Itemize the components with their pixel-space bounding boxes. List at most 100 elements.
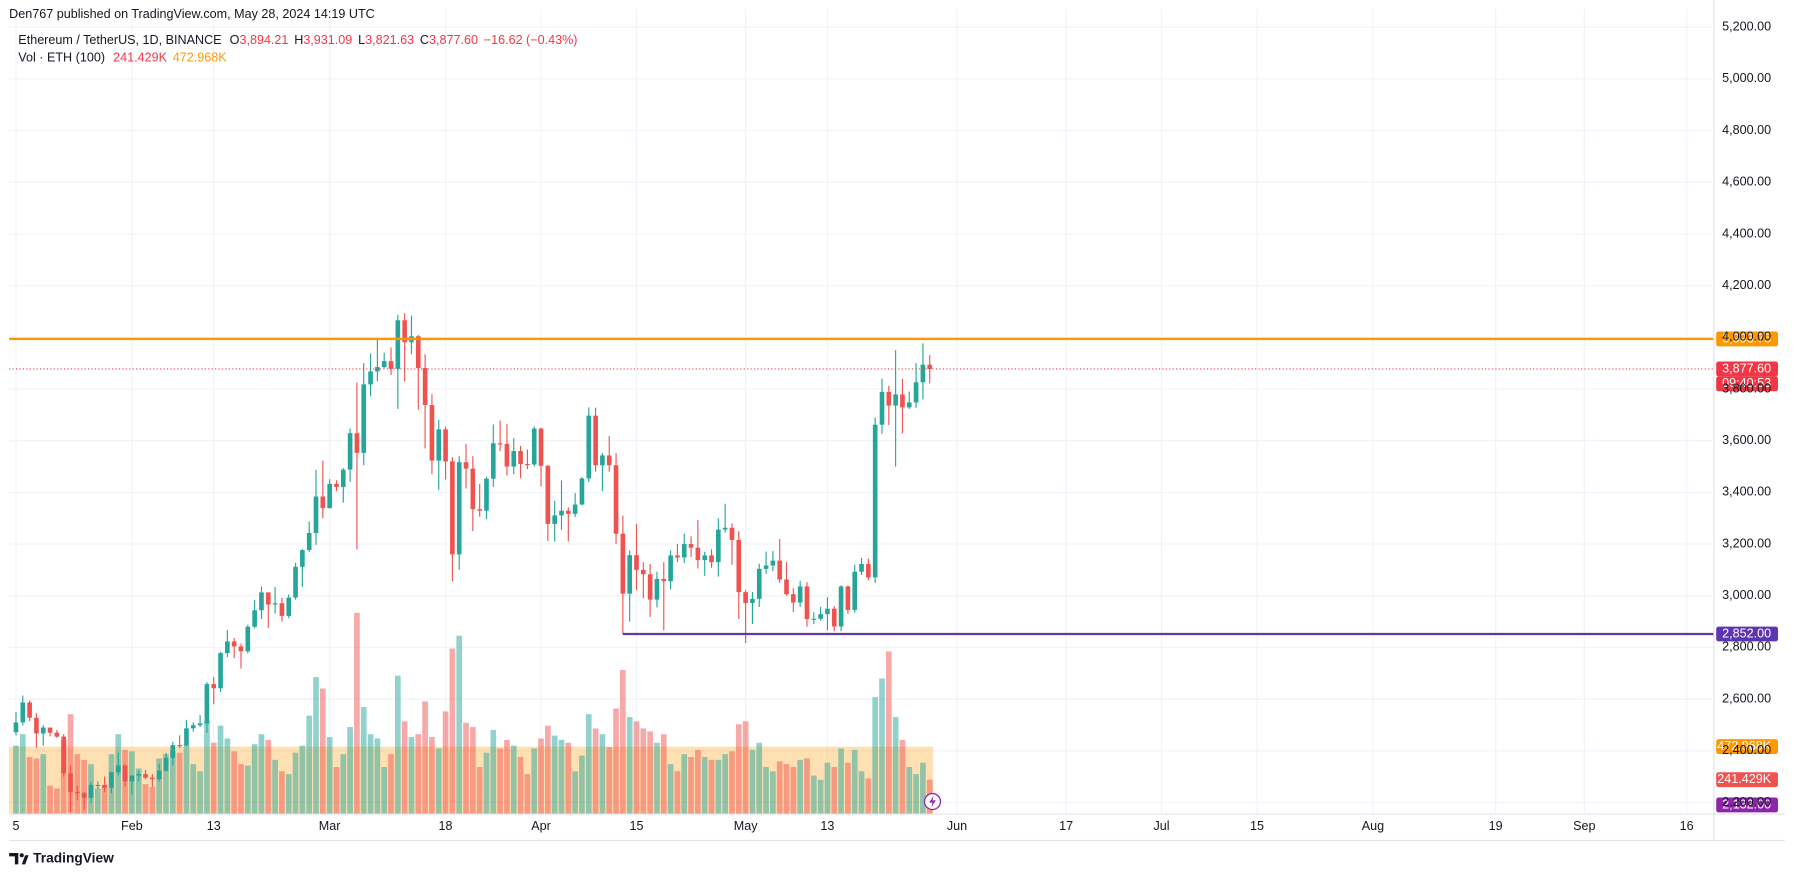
volume-bar	[60, 739, 67, 815]
h-value: 3,931.09	[303, 33, 352, 47]
volume-bar	[299, 745, 306, 815]
c-label: C	[420, 33, 429, 47]
volume-bar	[906, 767, 913, 815]
x-tick-label: Aug	[1362, 819, 1384, 833]
volume-bar	[817, 779, 824, 815]
candle-body	[456, 462, 462, 555]
candle-body	[211, 684, 217, 689]
volume-bar	[756, 742, 763, 815]
volume-bar	[210, 742, 217, 815]
candle-body	[729, 527, 735, 540]
candle-body	[136, 774, 142, 776]
y-tick-label: 2,600.00	[1722, 691, 1771, 705]
candle-body	[218, 653, 223, 689]
x-tick-label: Mar	[319, 819, 341, 833]
volume-bar	[183, 745, 190, 815]
candle-body	[600, 455, 605, 466]
candle-body	[661, 578, 667, 582]
candle-body	[300, 550, 305, 567]
candle-body	[20, 702, 26, 723]
candle-body	[102, 784, 107, 788]
volume-bar	[381, 767, 388, 815]
candle-body	[750, 598, 755, 603]
volume-bar	[40, 754, 47, 815]
candle-body	[668, 555, 673, 582]
x-tick-label: 13	[207, 819, 221, 833]
y-tick-label: 4,000.00	[1722, 330, 1771, 344]
candle-body	[361, 384, 367, 453]
change: −16.62 (−0.43%)	[484, 33, 578, 47]
volume-bar	[415, 734, 422, 815]
candle-body	[866, 563, 871, 578]
y-tick-label: 2,200.00	[1722, 795, 1771, 809]
candle-body	[900, 394, 905, 408]
logo-mark	[9, 852, 19, 865]
brand: TradingView	[33, 850, 114, 865]
event-icon-bolt	[929, 795, 936, 808]
volume-bar	[585, 714, 592, 815]
candle-body	[156, 770, 162, 780]
x-tick-label: 13	[820, 819, 834, 833]
candle-body	[415, 336, 421, 369]
volume-bar	[340, 754, 347, 815]
volume-bar	[483, 752, 490, 815]
candle-body	[593, 415, 598, 466]
candle-body	[422, 368, 428, 406]
candle-body	[681, 544, 687, 558]
volume-bar	[360, 707, 367, 815]
o-value: 3,894.21	[239, 33, 288, 47]
y-tick-label: 2,400.00	[1722, 743, 1771, 757]
x-tick-label: 18	[439, 819, 453, 833]
volume-bar	[701, 757, 708, 815]
candle-body	[40, 727, 46, 734]
volume-bar	[606, 747, 613, 815]
volume-bar	[272, 759, 278, 815]
volume-bar	[367, 734, 374, 815]
volume-bar	[681, 754, 688, 815]
candle-body	[184, 728, 189, 746]
candle-body	[279, 603, 285, 616]
candle-body	[647, 574, 653, 600]
candle-body	[395, 320, 401, 369]
x-tick-label: May	[734, 819, 758, 833]
x-tick-label: Feb	[121, 819, 143, 833]
candle-body	[879, 391, 885, 425]
candle-body	[579, 478, 585, 505]
last-volume-label: 241.429K	[1717, 772, 1771, 786]
volume-bar	[790, 767, 797, 815]
volume-bar	[913, 774, 919, 815]
volume-bar	[26, 757, 33, 815]
volume-bar	[19, 734, 26, 815]
candle-body	[368, 371, 373, 385]
candle-body	[511, 451, 517, 467]
candle-body	[565, 510, 571, 514]
candle-body	[490, 443, 496, 479]
volume-bar	[435, 748, 442, 815]
x-tick-label: 19	[1489, 819, 1503, 833]
l-value: 3,821.63	[365, 33, 414, 47]
y-tick-label: 3,600.00	[1722, 433, 1771, 447]
volume-bar	[408, 737, 415, 815]
candle-body	[763, 565, 769, 569]
volume-bar	[204, 721, 210, 815]
volume-bar	[217, 725, 224, 815]
volume-bar	[667, 764, 674, 815]
volume-bar	[654, 742, 660, 815]
volume-bar	[715, 759, 722, 815]
candle-body	[143, 774, 148, 778]
candle-body	[893, 394, 898, 406]
candle-body	[586, 415, 592, 479]
candle-body	[559, 510, 564, 516]
candle-body	[702, 555, 708, 561]
volume-bar	[101, 785, 108, 815]
volume-bar	[633, 721, 640, 815]
volume-bar	[47, 785, 53, 815]
candle-body	[190, 725, 196, 729]
volume-bar	[333, 767, 340, 815]
candle-body	[634, 555, 639, 570]
candle-body	[34, 717, 39, 734]
volume-bar	[735, 724, 742, 815]
candle-body	[340, 469, 346, 487]
candle-body	[150, 777, 155, 780]
candle-body	[504, 443, 510, 467]
